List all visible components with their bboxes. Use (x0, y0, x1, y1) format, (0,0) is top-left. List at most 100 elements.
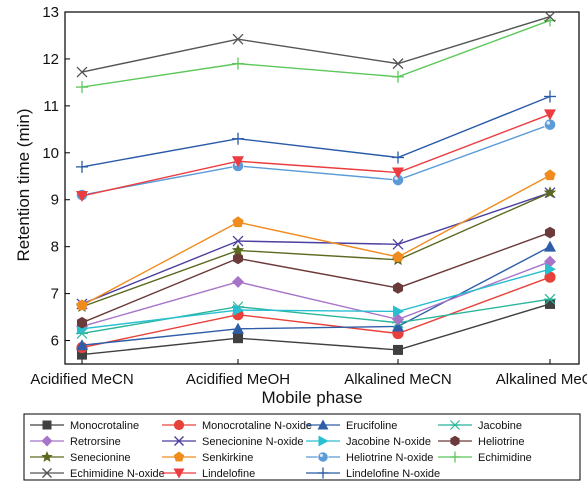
series-5 (76, 187, 556, 310)
data-point (76, 339, 88, 351)
data-point (392, 167, 404, 179)
data-point (392, 250, 404, 262)
data-point (232, 57, 244, 70)
x-tick-label: Acidified MeOH (186, 371, 290, 388)
series-14 (76, 90, 556, 173)
legend-marker (42, 420, 52, 430)
data-point (544, 169, 556, 181)
legend-item: Heliotrine N-oxide (306, 451, 433, 464)
series-1 (76, 271, 556, 354)
data-point (544, 226, 556, 239)
legend-label: Retrorsine (70, 436, 121, 448)
legend-item: Erucifoline (306, 419, 397, 432)
plot-border (64, 11, 580, 365)
data-point (232, 33, 244, 45)
data-point (392, 238, 404, 250)
data-point (233, 304, 244, 317)
data-point (76, 190, 88, 202)
data-point (232, 252, 244, 265)
series-line (81, 303, 551, 356)
data-point (76, 316, 88, 329)
legend-item: Jacobine (438, 420, 522, 432)
data-point (76, 160, 88, 173)
y-tick-label: 11 (43, 98, 59, 115)
data-point (393, 305, 404, 318)
data-point (543, 186, 557, 198)
series-line (81, 246, 551, 346)
legend-marker (318, 435, 329, 447)
legend-label: Erucifoline (346, 420, 397, 432)
data-point (544, 109, 556, 121)
data-point (545, 298, 555, 309)
series-line (81, 123, 551, 196)
data-point (232, 235, 244, 247)
legend-marker (41, 435, 53, 447)
series-line (81, 16, 551, 73)
data-point (545, 263, 556, 276)
data-point (392, 70, 404, 83)
legend-label: Lindelofine (202, 468, 255, 480)
legend-item: Retrorsine (30, 435, 121, 448)
x-tick-label: Alkalined MeOH (496, 371, 587, 388)
legend-item: Echimidine (438, 451, 532, 464)
legend-label: Echimidine N-oxide (70, 468, 165, 480)
x-axis: Acidified MeCN Acidified MeOH Alkalined Me… (30, 359, 587, 388)
y-axis: 6 7 8 9 10 11 12 13 (42, 4, 70, 350)
legend-label: Heliotrine N-oxide (346, 452, 433, 464)
series-12 (76, 11, 556, 78)
legend-marker (317, 451, 329, 463)
legend-item: Senecionine N-oxide (162, 436, 304, 448)
y-tick-label: 9 (51, 192, 59, 209)
series-line (81, 276, 551, 349)
data-point (544, 240, 556, 252)
x-tick-label: Acidified MeCN (30, 371, 133, 388)
y-tick-label: 12 (42, 51, 59, 68)
legend-item: Heliotrine (438, 435, 524, 448)
data-point (233, 333, 243, 344)
series-6 (77, 263, 556, 335)
series-line (81, 113, 551, 197)
legend-marker (173, 468, 185, 479)
legend-marker (41, 451, 53, 462)
legend-label: Jacobine N-oxide (346, 436, 431, 448)
legend-marker (449, 420, 461, 430)
data-point (544, 118, 556, 131)
legend-label: Heliotrine (478, 436, 524, 448)
legend-label: Senecionine (70, 452, 131, 464)
data-point (393, 344, 403, 355)
data-point (544, 271, 556, 283)
legend-marker (317, 419, 329, 430)
legend-item: Monocrotaline N-oxide (162, 419, 312, 432)
series-line (81, 268, 551, 330)
data-point (76, 66, 88, 78)
data-point (544, 293, 556, 305)
data-point (232, 156, 244, 168)
legend-label: Echimidine (478, 452, 532, 464)
series-9 (76, 169, 556, 311)
legend: Monocrotaline Monocrotaline N-oxide Erucif… (23, 413, 581, 481)
legend-item: Jacobine N-oxide (306, 435, 431, 448)
series-0 (77, 298, 555, 360)
series-line (81, 231, 551, 324)
series-10 (76, 118, 556, 201)
data-point (392, 282, 404, 294)
series-line (81, 19, 551, 88)
data-point (232, 322, 244, 334)
series-line (81, 192, 551, 308)
data-point (544, 90, 556, 103)
series-line (81, 95, 551, 168)
y-tick-label: 7 (51, 286, 59, 303)
series-layer (75, 11, 557, 360)
series-11 (76, 14, 556, 94)
legend-item: Echimidine N-oxide (30, 468, 165, 480)
series-13 (76, 109, 556, 202)
data-point (392, 313, 404, 326)
legend-item: Senecionine (30, 451, 131, 464)
data-point (231, 243, 245, 256)
data-point (232, 275, 244, 288)
legend-label: Jacobine (478, 420, 522, 432)
legend-label: Lindelofine N-oxide (346, 468, 440, 480)
legend-marker (173, 451, 185, 462)
legend-label: Senecionine N-oxide (202, 436, 304, 448)
